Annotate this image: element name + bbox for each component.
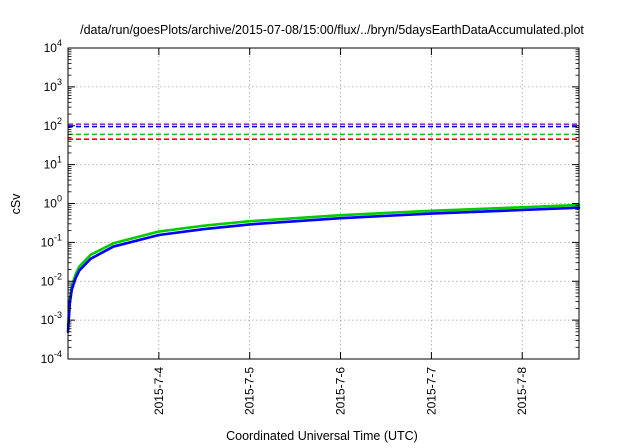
y-tick-label: 101 [44,155,62,172]
x-axis-ticks: 2015-7-4 2015-7-5 2015-7-6 2015-7-7 2015-7-8 [152,48,529,415]
y-axis-label: cSv [9,193,23,215]
series-layer [66,123,581,334]
x-tick-label: 2015-7-7 [424,367,438,415]
y-tick-label: 104 [44,38,62,55]
y-tick-label: 10-4 [41,349,62,366]
grid [68,48,579,359]
chart-title: /data/run/goesPlots/archive/2015-07-08/1… [80,23,584,37]
y-tick-label: 102 [44,116,62,133]
x-tick-label: 2015-7-8 [515,367,529,415]
y-tick-label: 10-1 [41,232,62,249]
x-tick-label: 2015-7-4 [152,367,166,415]
y-tick-label: 10-3 [41,310,62,327]
accumulated-series-line [66,206,581,334]
y-tick-label: 100 [44,194,62,211]
y-axis-ticks: 10-4 10-3 10-2 10-1 100 101 102 103 104 [41,38,579,366]
x-axis-label: Coordinated Universal Time (UTC) [226,429,418,443]
y-tick-label: 10-2 [41,271,62,288]
y-tick-label: 103 [44,77,62,94]
x-tick-label: 2015-7-5 [243,367,257,415]
x-tick-label: 2015-7-6 [334,367,348,415]
